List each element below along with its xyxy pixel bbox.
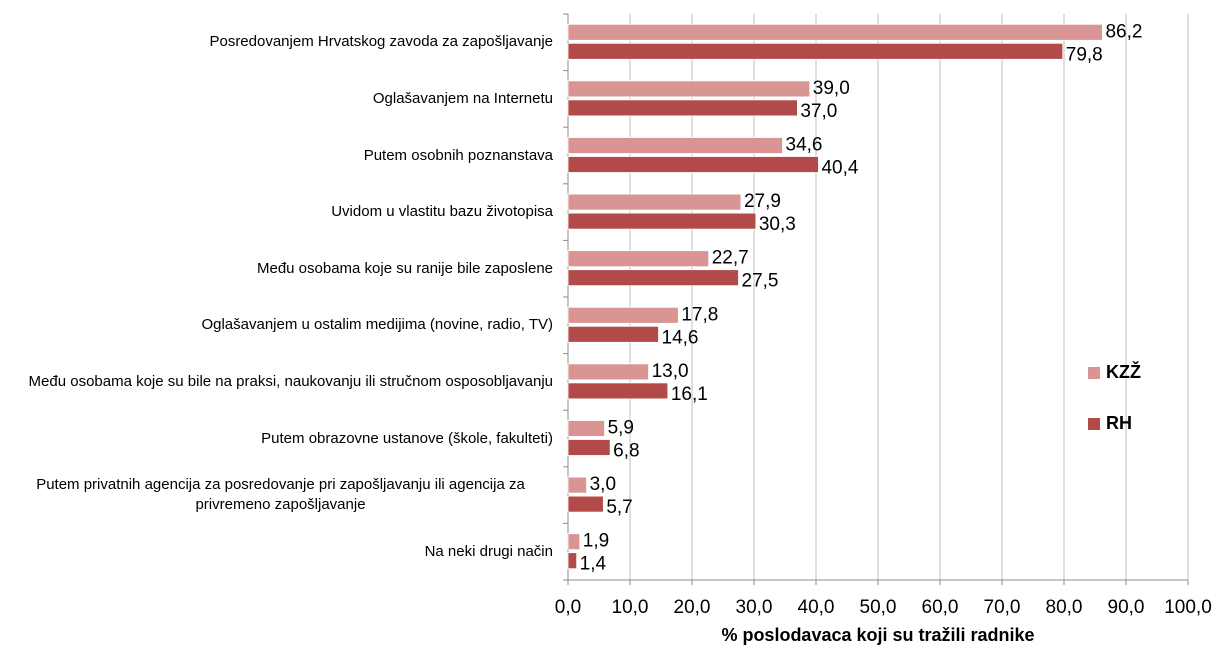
- bar: [567, 137, 783, 154]
- x-tick-label: 0,0: [555, 597, 581, 618]
- value-label: 14,6: [662, 327, 699, 348]
- y-tick-label: Među osobama koje su bile na praksi, nau…: [0, 372, 553, 392]
- value-label: 30,3: [759, 214, 796, 235]
- value-label: 39,0: [813, 78, 850, 99]
- y-tick-label-text: Putem privatnih agencija za posredovanje…: [36, 476, 525, 514]
- value-label: 79,8: [1066, 44, 1103, 65]
- y-tick-label: Oglašavanjem u ostalim medijima (novine,…: [0, 315, 553, 335]
- bar: [567, 495, 604, 513]
- x-tick-label: 10,0: [612, 597, 649, 618]
- value-label: 3,0: [590, 474, 616, 495]
- value-label: 86,2: [1105, 21, 1142, 42]
- legend-label: RH: [1106, 413, 1132, 433]
- bar: [567, 269, 739, 287]
- y-tick-label: Posredovanjem Hrvatskog zavoda za zapošl…: [0, 32, 553, 52]
- bar: [567, 552, 578, 570]
- bar: [567, 23, 1103, 41]
- bar: [567, 42, 1064, 60]
- x-tick-label: 70,0: [984, 597, 1021, 618]
- legend-swatch: [1088, 367, 1100, 379]
- bar: [567, 382, 669, 400]
- value-label: 37,0: [800, 101, 837, 122]
- y-tick-label-text: Posredovanjem Hrvatskog zavoda za zapošl…: [209, 33, 553, 51]
- bar: [567, 363, 649, 381]
- value-label: 5,9: [608, 418, 634, 439]
- bar: [567, 306, 679, 324]
- value-label: 22,7: [712, 248, 749, 269]
- y-tick-label: Oglašavanjem na Internetu: [0, 89, 553, 109]
- value-label: 13,0: [652, 361, 689, 382]
- value-label: 27,9: [744, 191, 781, 212]
- x-tick-label: 100,0: [1164, 597, 1212, 618]
- bar: [567, 533, 581, 551]
- y-tick-label-text: Putem osobnih poznanstava: [363, 146, 553, 164]
- value-label: 16,1: [671, 384, 708, 405]
- y-tick-label-text: Oglašavanjem u ostalim medijima (novine,…: [201, 316, 553, 334]
- x-axis-title: % poslodavaca koji su tražili radnike: [721, 625, 1034, 645]
- value-label: 1,4: [580, 554, 607, 575]
- bar: [567, 193, 742, 211]
- x-tick-label: 50,0: [860, 597, 897, 618]
- value-label: 5,7: [606, 497, 632, 518]
- y-tick-label-text: Među osobama koje su ranije bile zaposle…: [256, 259, 553, 277]
- value-label: 1,9: [583, 531, 609, 552]
- x-tick-label: 90,0: [1108, 597, 1145, 618]
- bar: [567, 250, 710, 268]
- x-tick-label: 40,0: [798, 597, 835, 618]
- value-label: 34,6: [786, 135, 823, 156]
- y-tick-label-text: Među osobama koje su bile na praksi, nau…: [28, 372, 553, 390]
- bar: [567, 212, 757, 230]
- value-label: 40,4: [821, 158, 858, 179]
- bar: [567, 439, 611, 456]
- legend-swatch: [1088, 418, 1100, 430]
- y-tick-label-text: Putem obrazovne ustanove (škole, fakulte…: [261, 429, 553, 447]
- bar: [567, 420, 605, 437]
- value-label: 6,8: [613, 441, 639, 462]
- x-tick-label: 80,0: [1046, 597, 1083, 618]
- bar: [567, 325, 659, 343]
- y-tick-label-text: Uvidom u vlastitu bazu životopisa: [331, 203, 553, 221]
- bar: [567, 156, 819, 173]
- value-label: 27,5: [742, 271, 779, 292]
- y-tick-label: Na neki drugi način: [0, 542, 553, 562]
- y-tick-label: Putem obrazovne ustanove (škole, fakulte…: [0, 429, 553, 449]
- x-tick-label: 30,0: [736, 597, 773, 618]
- x-tick-label: 60,0: [922, 597, 959, 618]
- bar: [567, 80, 811, 98]
- y-tick-label: Uvidom u vlastitu bazu životopisa: [0, 202, 553, 222]
- y-tick-label-text: Na neki drugi način: [424, 542, 553, 560]
- y-tick-label-text: Oglašavanjem na Internetu: [372, 89, 553, 107]
- legend-label: KZŽ: [1106, 361, 1141, 382]
- y-tick-label: Putem privatnih agencija za posredovanje…: [0, 475, 553, 515]
- bar: [567, 476, 588, 494]
- x-tick-label: 20,0: [674, 597, 711, 618]
- bar: [567, 99, 798, 117]
- value-label: 17,8: [681, 304, 718, 325]
- y-tick-label: Među osobama koje su ranije bile zaposle…: [0, 259, 553, 279]
- y-tick-label: Putem osobnih poznanstava: [0, 146, 553, 166]
